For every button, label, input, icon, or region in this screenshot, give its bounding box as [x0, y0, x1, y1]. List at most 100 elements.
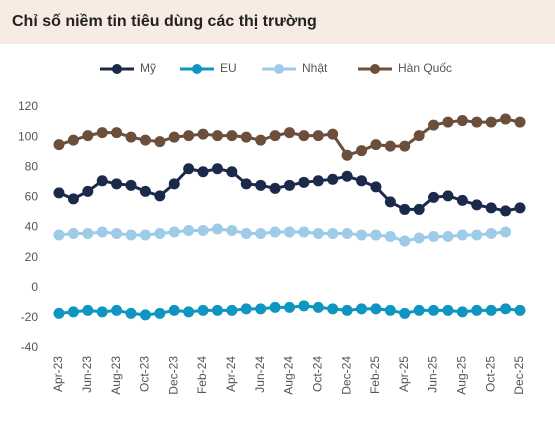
legend-label: Nhật: [302, 61, 328, 75]
data-point: [413, 304, 425, 316]
data-point: [197, 166, 209, 178]
x-tick-label: Aug-23: [109, 356, 123, 395]
y-tick-label: 120: [18, 99, 38, 113]
data-point: [125, 131, 137, 143]
data-point: [154, 307, 166, 319]
data-point: [139, 309, 151, 321]
data-point: [284, 226, 295, 238]
data-point: [312, 228, 324, 240]
data-point: [399, 307, 411, 319]
data-point: [399, 203, 411, 215]
y-tick-label: -20: [21, 310, 39, 324]
data-point: [384, 196, 396, 208]
data-point: [428, 191, 440, 203]
x-tick-label: Apr-25: [397, 356, 411, 392]
data-point: [384, 140, 396, 152]
data-point: [442, 116, 454, 128]
data-point: [413, 232, 425, 244]
legend-marker: [274, 64, 284, 74]
data-point: [514, 304, 526, 316]
data-point: [226, 130, 238, 142]
x-tick-label: Apr-23: [51, 356, 65, 392]
data-point: [197, 225, 209, 237]
data-point: [168, 304, 180, 316]
data-point: [67, 228, 79, 240]
data-point: [428, 304, 440, 316]
data-point: [111, 304, 123, 316]
data-point: [211, 304, 223, 316]
data-point: [485, 202, 497, 214]
data-point: [428, 231, 440, 243]
data-point: [53, 307, 65, 319]
data-point: [240, 228, 252, 240]
x-tick-label: Jun-25: [426, 356, 440, 393]
data-point: [139, 185, 151, 197]
data-point: [413, 130, 425, 142]
data-point: [370, 303, 382, 315]
data-point: [485, 116, 497, 128]
data-point: [471, 229, 483, 241]
data-point: [154, 228, 166, 240]
data-point: [341, 170, 353, 182]
x-tick-label: Oct-24: [310, 356, 324, 392]
data-point: [67, 306, 79, 318]
data-point: [399, 140, 411, 152]
data-point: [456, 229, 468, 241]
data-point: [168, 226, 180, 238]
x-tick-label: Jun-24: [253, 356, 267, 393]
data-point: [269, 301, 281, 313]
data-point: [226, 304, 238, 316]
legend-label: Hàn Quốc: [398, 61, 452, 75]
x-tick-label: Dec-23: [166, 356, 180, 395]
data-point: [82, 130, 94, 142]
data-point: [327, 173, 339, 185]
x-tick-label: Dec-25: [512, 356, 526, 395]
data-point: [413, 203, 425, 215]
data-point: [471, 304, 483, 316]
data-point: [456, 306, 468, 318]
data-point: [53, 229, 65, 241]
x-tick-label: Aug-25: [455, 356, 469, 395]
x-tick-label: Oct-25: [483, 356, 497, 392]
data-point: [96, 175, 108, 187]
data-point: [298, 176, 310, 188]
data-point: [327, 303, 339, 315]
data-point: [341, 228, 353, 240]
x-tick-label: Aug-24: [282, 356, 296, 395]
data-point: [399, 235, 411, 247]
data-point: [154, 190, 166, 202]
x-tick-label: Oct-23: [138, 356, 152, 392]
data-point: [183, 306, 195, 318]
data-point: [514, 116, 526, 128]
data-point: [125, 179, 137, 191]
data-point: [211, 130, 223, 142]
x-tick-label: Apr-24: [224, 356, 238, 392]
data-point: [327, 128, 339, 140]
data-point: [428, 119, 440, 131]
data-point: [356, 175, 368, 187]
data-point: [370, 181, 382, 193]
data-point: [356, 229, 368, 241]
data-point: [471, 199, 483, 211]
data-point: [456, 194, 468, 206]
data-point: [500, 303, 512, 315]
data-point: [384, 231, 396, 243]
legend-label: EU: [220, 61, 237, 75]
data-point: [327, 228, 339, 240]
data-point: [67, 193, 79, 205]
data-point: [197, 304, 209, 316]
legend-marker: [112, 64, 122, 74]
y-tick-label: 60: [25, 190, 39, 204]
y-tick-label: 40: [25, 220, 39, 234]
y-tick-label: 100: [18, 129, 38, 143]
data-point: [269, 130, 281, 142]
data-point: [240, 131, 252, 143]
data-point: [111, 178, 123, 190]
data-point: [298, 130, 310, 142]
data-point: [341, 304, 353, 316]
x-tick-label: Dec-24: [339, 356, 353, 395]
data-point: [269, 182, 281, 194]
data-point: [471, 116, 483, 128]
data-point: [500, 226, 512, 238]
